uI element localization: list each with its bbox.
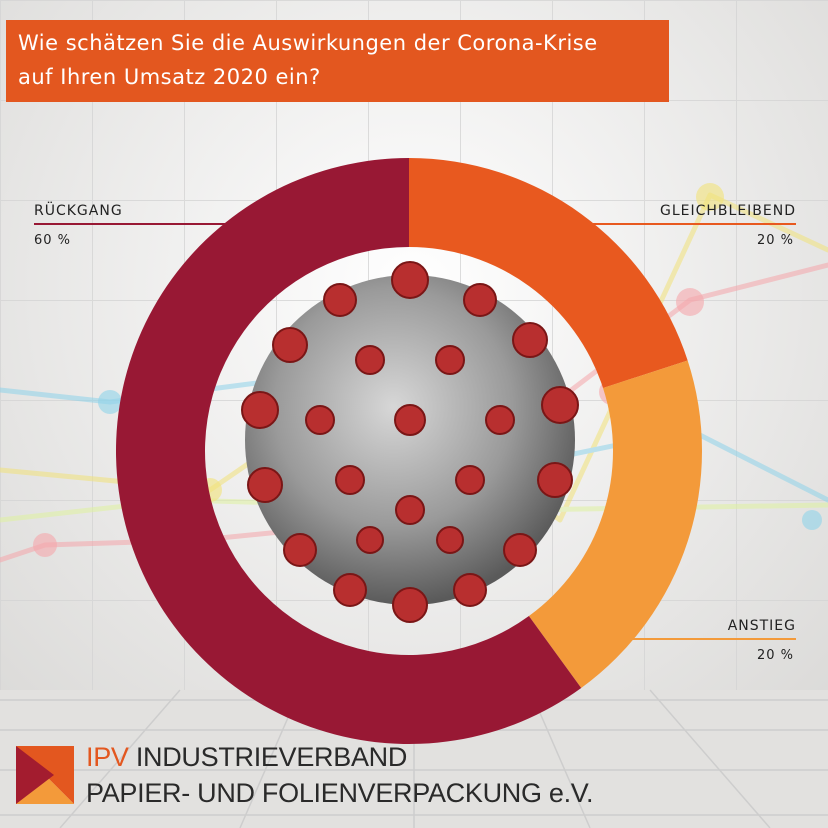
logo-line1-rest: INDUSTRIEVERBAND xyxy=(128,742,408,772)
value-rueckgang: 60 % xyxy=(34,233,72,248)
title-line-2: auf Ihren Umsatz 2020 ein? xyxy=(18,65,321,89)
rule-rueckgang xyxy=(34,223,254,225)
virus-illustration xyxy=(241,261,579,623)
rule-anstieg xyxy=(600,638,796,640)
value-anstieg: 20 % xyxy=(756,648,794,663)
value-gleichbleibend: 20 % xyxy=(756,233,794,248)
logo-text-line-2: PAPIER- UND FOLIENVERPACKUNG e.V. xyxy=(86,778,594,808)
ipv-logo-icon xyxy=(16,746,74,804)
donut-slice-anstieg xyxy=(528,360,702,689)
title-line-1: Wie schätzen Sie die Auswirkungen der Co… xyxy=(18,31,598,55)
logo-text-line-1: IPV INDUSTRIEVERBAND xyxy=(86,742,407,773)
logo-brand: IPV xyxy=(86,742,129,772)
label-anstieg: ANSTIEG xyxy=(727,618,796,634)
donut-slice-r-ckgang xyxy=(115,158,582,745)
donut-slice-gleichbleibend xyxy=(409,158,688,388)
label-gleichbleibend: GLEICHBLEIBEND xyxy=(659,203,796,219)
rule-gleichbleibend xyxy=(560,223,796,225)
chart-title: Wie schätzen Sie die Auswirkungen der Co… xyxy=(6,20,669,102)
label-rueckgang: RÜCKGANG xyxy=(34,203,123,219)
